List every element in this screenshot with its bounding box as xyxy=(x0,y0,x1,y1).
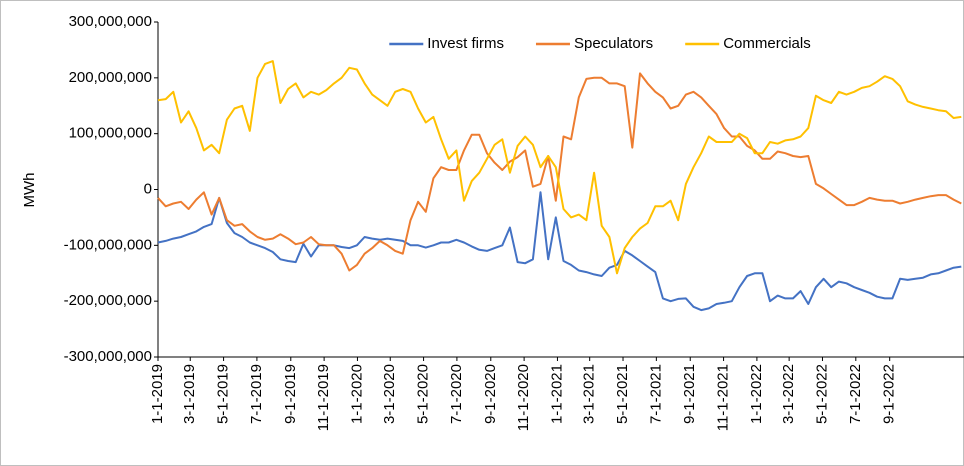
x-tick-label: 5-1-2021 xyxy=(614,364,631,424)
legend-label: Invest firms xyxy=(427,35,504,52)
x-tick-label: 11-1-2021 xyxy=(715,364,732,431)
x-tick-label: 11-1-2020 xyxy=(515,364,532,431)
x-tick-label: 9-1-2021 xyxy=(681,364,698,424)
x-tick-label: 3-1-2019 xyxy=(181,364,198,424)
x-tick-label: 7-1-2021 xyxy=(647,364,664,424)
x-tick-label: 1-1-2021 xyxy=(548,364,565,424)
x-tick-label: 9-1-2022 xyxy=(881,364,898,424)
x-tick-label: 7-1-2019 xyxy=(248,364,265,424)
x-tick-label: 3-1-2021 xyxy=(581,364,598,424)
x-tick-label: 5-1-2019 xyxy=(215,364,232,424)
y-axis-label: MWh xyxy=(21,173,38,208)
x-tick-label: 5-1-2020 xyxy=(415,364,432,424)
y-tick-label: 0 xyxy=(144,180,152,197)
y-tick-label: -200,000,000 xyxy=(64,292,152,309)
x-tick-label: 1-1-2020 xyxy=(348,364,365,424)
x-tick-label: 3-1-2020 xyxy=(381,364,398,424)
x-tick-label: 3-1-2022 xyxy=(780,364,797,424)
y-tick-label: 300,000,000 xyxy=(69,13,152,30)
y-tick-label: -300,000,000 xyxy=(64,348,152,365)
series-line xyxy=(157,72,962,272)
x-tick-label: 1-1-2019 xyxy=(149,364,166,424)
y-tick-label: -100,000,000 xyxy=(64,236,152,253)
y-tick-label: 200,000,000 xyxy=(69,69,152,86)
x-tick-label: 9-1-2019 xyxy=(282,364,299,424)
series-line xyxy=(157,191,962,312)
x-tick-label: 7-1-2020 xyxy=(448,364,465,424)
x-tick-label: 11-1-2019 xyxy=(315,364,332,431)
x-tick-label: 1-1-2022 xyxy=(748,364,765,424)
x-tick-label: 9-1-2020 xyxy=(482,364,499,424)
x-tick-label: 5-1-2022 xyxy=(813,364,830,424)
legend-label: Speculators xyxy=(574,35,653,52)
series-line xyxy=(157,60,962,275)
x-tick-label: 7-1-2022 xyxy=(847,364,864,424)
legend-label: Commercials xyxy=(723,35,811,52)
y-tick-label: 100,000,000 xyxy=(69,125,152,142)
